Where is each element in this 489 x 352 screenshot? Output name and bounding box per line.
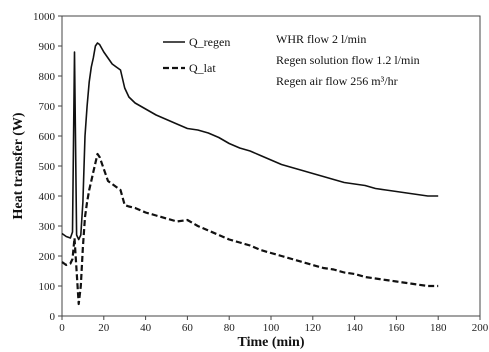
y-tick-label: 800 [39,71,56,83]
legend: Q_regen Q_lat [163,35,230,75]
y-tick-label: 600 [39,131,56,143]
legend-label-q-regen: Q_regen [189,35,230,49]
series-layer [61,42,439,306]
x-tick-label: 40 [140,322,152,334]
x-axis-label: Time (min) [237,335,304,350]
annotation-whr-flow: WHR flow 2 l/min [276,32,366,46]
y-tick-label: 400 [39,191,56,203]
y-tick-label: 0 [50,311,56,323]
x-tick-label: 180 [430,322,447,334]
x-tick-label: 200 [472,322,489,334]
x-tick-label: 20 [98,322,110,334]
y-tick-label: 300 [39,221,56,233]
y-tick-label: 100 [39,281,56,293]
y-axis-label: Heat transfer (W) [11,112,26,219]
x-tick-label: 0 [59,322,65,334]
y-tick-label: 200 [39,251,56,263]
series-line-q-regen [61,42,439,241]
legend-label-q-lat: Q_lat [189,61,216,75]
x-tick-label: 160 [388,322,405,334]
x-tick-label: 80 [224,322,236,334]
conditions-annotation: WHR flow 2 l/min Regen solution flow 1.2… [276,32,420,88]
y-tick-label: 1000 [33,11,56,23]
annotation-regen-solution-flow: Regen solution flow 1.2 l/min [276,53,420,67]
x-tick-label: 100 [263,322,280,334]
y-tick-label: 900 [39,41,56,53]
x-axis-ticks: 0 20 40 60 80 100 120 140 160 180 200 [59,316,489,334]
x-tick-label: 140 [346,322,363,334]
annotation-regen-air-flow: Regen air flow 256 m³/hr [276,74,398,88]
y-axis-ticks: 0 100 200 300 400 500 600 700 800 900 1000 [33,11,62,323]
x-tick-label: 120 [305,322,322,334]
x-tick-label: 60 [182,322,194,334]
series-line-q-lat [61,152,439,306]
y-tick-label: 700 [39,101,56,113]
y-tick-label: 500 [39,161,56,173]
